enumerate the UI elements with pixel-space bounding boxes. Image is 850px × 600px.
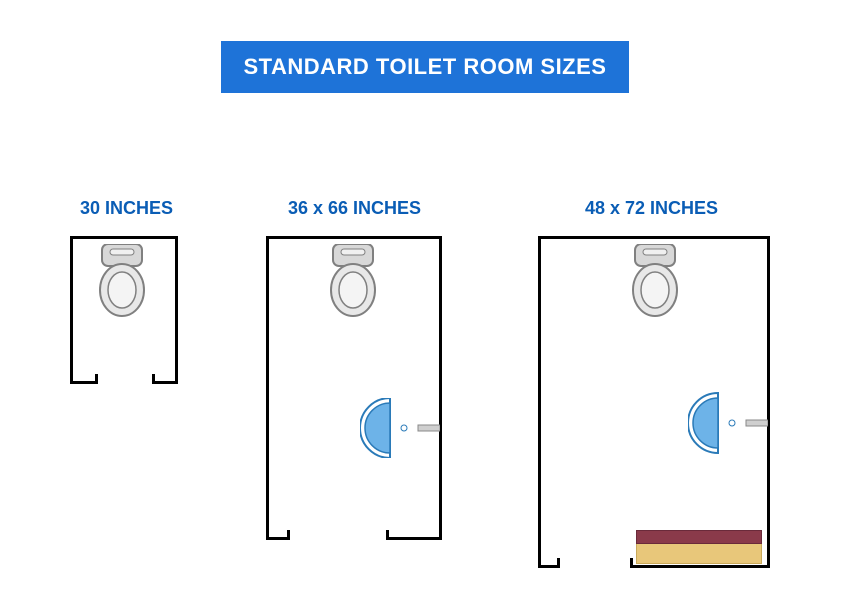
room-wall bbox=[152, 381, 178, 384]
room-label-3: 48 x 72 INCHES bbox=[585, 198, 718, 219]
room-wall bbox=[266, 236, 442, 239]
toilet-icon bbox=[92, 244, 152, 318]
room-wall bbox=[386, 537, 442, 540]
room-wall bbox=[266, 236, 269, 540]
room-wall bbox=[538, 236, 541, 568]
sink-icon bbox=[688, 392, 768, 454]
room-wall bbox=[287, 530, 290, 540]
toilet-icon bbox=[323, 244, 383, 318]
room-wall bbox=[386, 530, 389, 540]
toilet-icon bbox=[625, 244, 685, 318]
sink-icon bbox=[360, 398, 440, 458]
room-wall bbox=[557, 558, 560, 568]
room-wall bbox=[538, 236, 770, 239]
room-label-1: 30 INCHES bbox=[80, 198, 173, 219]
room-wall bbox=[175, 236, 178, 384]
room-label-2: 36 x 66 INCHES bbox=[288, 198, 421, 219]
title-text: STANDARD TOILET ROOM SIZES bbox=[244, 54, 607, 79]
room-wall bbox=[70, 381, 98, 384]
room-wall bbox=[630, 558, 633, 568]
room-wall bbox=[70, 236, 73, 384]
room-wall bbox=[630, 565, 770, 568]
room-wall bbox=[152, 374, 155, 384]
room-wall bbox=[439, 236, 442, 540]
cabinet-icon bbox=[636, 530, 762, 564]
room-wall bbox=[70, 236, 178, 239]
room-wall bbox=[95, 374, 98, 384]
title-banner: STANDARD TOILET ROOM SIZES bbox=[221, 41, 629, 93]
